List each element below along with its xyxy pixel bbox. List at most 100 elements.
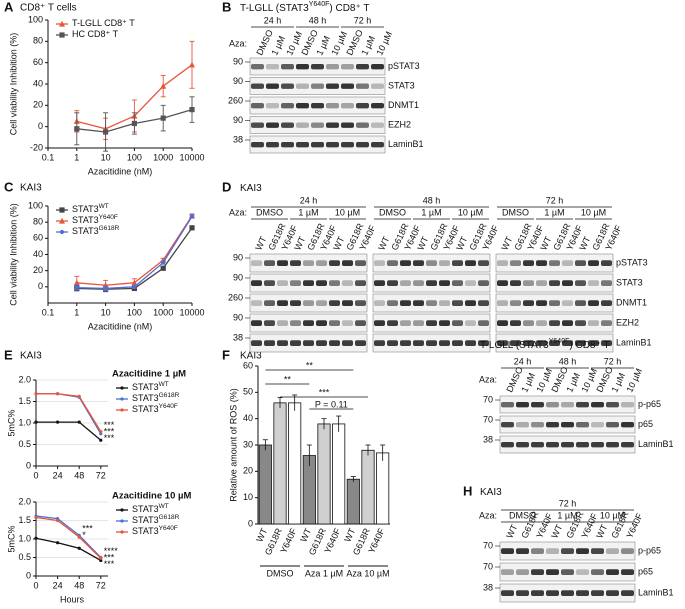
blot-band [371, 122, 384, 128]
panel-letter: A [4, 0, 14, 14]
blot-band [452, 320, 463, 327]
panel-letter: F [222, 347, 230, 362]
significance: *** [319, 387, 330, 397]
legend-marker [120, 386, 124, 390]
legend-name: HC CD8⁺ T [72, 29, 119, 39]
blot-band [510, 320, 521, 327]
y-tick-label: 2.0 [18, 496, 31, 506]
y-axis-label: Cell viability Inhibition (%) [8, 33, 18, 136]
series-line [36, 393, 102, 432]
blot-band [374, 320, 385, 327]
blot-band [281, 122, 294, 128]
marker [73, 279, 80, 286]
blot-band [290, 280, 301, 287]
y-tick-label: 80 [33, 217, 43, 227]
blot-band [251, 141, 264, 148]
blot-band [277, 280, 288, 287]
significance: ** [306, 360, 314, 370]
lane-label: WT [594, 522, 609, 539]
blot-band [523, 280, 534, 287]
protein-label: pSTAT3 [616, 257, 648, 267]
significance: **** [104, 546, 119, 556]
mw-marker: 70 [483, 414, 493, 424]
protein-label: EZH2 [388, 119, 411, 129]
panel-letter: B [222, 0, 231, 14]
protein-label: LaminB1 [616, 337, 652, 347]
blot-band [601, 320, 612, 327]
blot-band [251, 63, 264, 70]
blot-band [355, 280, 366, 287]
blot-band [575, 260, 586, 267]
blot-band [342, 280, 353, 287]
mw-marker: 38 [233, 134, 243, 144]
legend-label: STAT3G618R [132, 514, 180, 525]
blot-band [536, 260, 547, 267]
blot-band [356, 102, 369, 109]
blot-band [251, 320, 262, 327]
blot-band [266, 102, 279, 109]
blot-title-sup: Y640F [309, 1, 330, 8]
blot-band [606, 569, 619, 576]
marker [77, 394, 81, 398]
blot-band [281, 102, 294, 109]
blot-band [281, 83, 294, 89]
y-axis-label: 5mC% [6, 525, 16, 552]
blot-band [400, 320, 411, 327]
blot-band [426, 340, 437, 347]
blot-band [501, 590, 514, 597]
legend-sup: Y640F [99, 214, 118, 221]
marker [189, 214, 195, 219]
blot-band [606, 548, 619, 555]
blot-band [264, 260, 275, 267]
lane-label: 10 µM [624, 367, 644, 394]
blot-band [413, 320, 424, 327]
blot-band [621, 401, 634, 408]
blot-band [549, 260, 560, 267]
blot-band [478, 260, 489, 267]
blot-band [501, 401, 514, 408]
legend-marker [120, 519, 124, 523]
x-tick-label: 1000 [153, 307, 173, 317]
x-tick-label: 72 [96, 580, 106, 590]
aza-label: Aza: [479, 510, 497, 520]
blot-band [426, 280, 437, 287]
blot-band [501, 569, 514, 576]
blot-band [341, 141, 354, 148]
treatment-label: 10 µM [581, 207, 606, 217]
legend-marker [59, 217, 65, 224]
time-label: 24 h [264, 15, 282, 25]
mw-marker: 70 [483, 394, 493, 404]
bar [346, 478, 360, 525]
protein-label: DNMT1 [616, 297, 647, 307]
blot-band [531, 590, 544, 597]
y-tick-label: 2.0 [18, 374, 31, 384]
mw-marker: 260 [228, 95, 243, 105]
chart-title: KAI3 [20, 183, 42, 194]
blot-band [387, 320, 398, 327]
mw-marker: 90 [233, 56, 243, 66]
blot-band [281, 63, 294, 70]
x-tick-label: 10000 [179, 152, 204, 162]
legend-sup: WT [159, 503, 169, 510]
blot-band [606, 590, 619, 597]
mw-marker: 38 [483, 434, 493, 444]
significance: *** [104, 433, 115, 443]
legend-sup: WT [99, 203, 109, 210]
blot-band [426, 260, 437, 267]
blot-band [326, 122, 339, 128]
blot-band [326, 83, 339, 89]
aza-label: Aza: [229, 207, 247, 217]
blot-band [296, 141, 309, 148]
lane-label: WT [549, 522, 564, 539]
protein-label: EZH2 [616, 317, 639, 327]
time-label: 48 h [309, 15, 327, 25]
blot-band [400, 340, 411, 347]
protein-label: LaminB1 [388, 139, 424, 149]
chart-title: CD8⁺ T cells [20, 3, 77, 14]
blot-band [439, 300, 450, 307]
blot-band [478, 340, 489, 347]
blot-band [523, 340, 534, 347]
bar [258, 444, 272, 525]
lane-label: 10 µM [374, 30, 394, 57]
marker [131, 279, 138, 286]
